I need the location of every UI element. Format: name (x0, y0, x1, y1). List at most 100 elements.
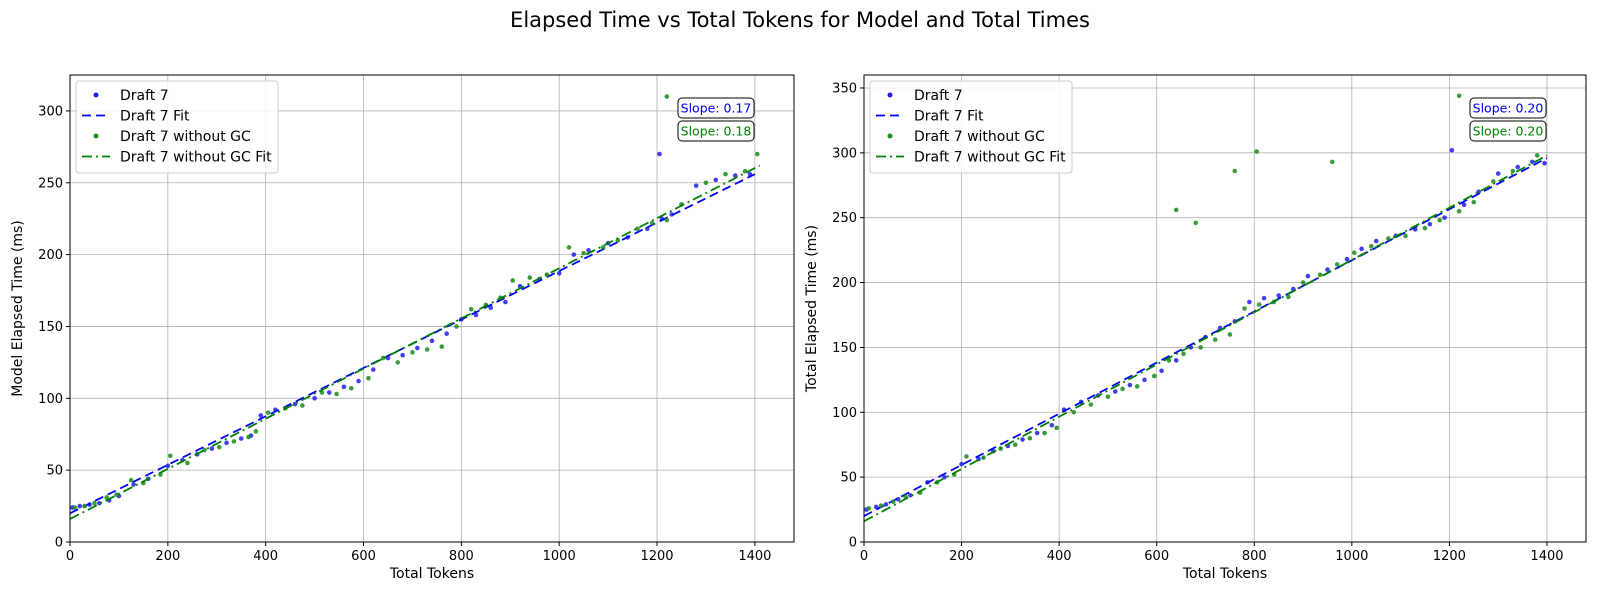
data-point (488, 305, 494, 311)
data-point (104, 495, 109, 500)
legend-marker (887, 133, 893, 139)
data-point (410, 350, 415, 355)
legend-label: Draft 7 without GC Fit (120, 150, 272, 166)
data-point (1510, 168, 1516, 174)
data-point (444, 331, 449, 336)
data-point (571, 252, 577, 257)
data-point (664, 217, 670, 223)
data-point (72, 505, 78, 510)
data-point (1227, 332, 1233, 337)
data-point (167, 453, 173, 459)
data-point (1232, 168, 1238, 174)
legend-label: Draft 7 Fit (914, 109, 984, 125)
data-point (1254, 149, 1260, 154)
x-tick-label: 1400 (738, 549, 771, 564)
x-tick-label: 0 (860, 549, 868, 564)
data-point (424, 347, 430, 352)
data-point (942, 474, 947, 480)
legend-marker (93, 92, 99, 98)
data-point (1256, 302, 1262, 307)
data-point (356, 378, 361, 384)
x-tick-label: 0 (66, 549, 74, 564)
data-point (600, 245, 606, 250)
data-point (1042, 430, 1047, 436)
chart-panel-2: 0 200 400 600 800 1000 1200 1400 0 50 100 150 200 250… (804, 74, 1587, 582)
data-point (657, 151, 662, 157)
data-point (468, 306, 474, 312)
data-point (77, 503, 83, 509)
legend-label: Draft 7 without GC (914, 129, 1045, 145)
data-point (1071, 409, 1077, 415)
annotation-box (677, 97, 755, 119)
data-point (238, 436, 244, 441)
data-point (1471, 199, 1477, 205)
x-tick-label: 400 (253, 549, 278, 564)
data-point (1359, 246, 1364, 252)
data-point (216, 444, 222, 450)
plot-area (70, 94, 761, 520)
data-point (454, 324, 459, 329)
slope-annotation: Slope: 0.17 (677, 97, 755, 119)
y-tick-label: 150 (832, 341, 857, 356)
data-point (366, 375, 371, 381)
data-point (1305, 273, 1311, 279)
data-point (649, 220, 655, 226)
annotation-text: Slope: 0.18 (681, 124, 752, 139)
legend: Draft 7 Draft 7 Fit Draft 7 without GC Draf… (869, 80, 1073, 174)
data-point (1351, 250, 1357, 256)
y-tick-label: 250 (38, 176, 63, 191)
y-tick-label: 300 (832, 146, 857, 161)
x-tick-label: 1200 (1433, 549, 1466, 564)
data-point (635, 226, 640, 232)
data-point (586, 248, 591, 253)
y-tick-label: 200 (38, 248, 63, 263)
data-point (473, 312, 479, 318)
fit-line (70, 164, 761, 520)
chart-panel-1: 0 200 400 600 800 1000 1200 1400 0 50 100 150 200 250… (10, 74, 795, 582)
y-tick-label: 200 (832, 276, 857, 291)
data-point (300, 403, 305, 408)
data-point (1120, 386, 1125, 392)
data-point (231, 439, 237, 444)
legend-label: Draft 7 without GC Fit (914, 150, 1066, 166)
data-point (209, 446, 215, 451)
slope-annotation: Slope: 0.18 (677, 120, 755, 142)
data-point (348, 385, 354, 391)
x-tick-label: 1000 (1335, 549, 1368, 564)
annotation-box (1469, 120, 1547, 142)
data-point (1449, 147, 1455, 153)
data-point (1427, 221, 1433, 227)
data-point (1456, 208, 1462, 214)
legend-box (75, 80, 279, 174)
data-point (128, 477, 134, 483)
data-point (1173, 358, 1179, 363)
data-point (556, 270, 562, 276)
data-point (1491, 179, 1496, 184)
data-point (1198, 345, 1203, 350)
data-point (1134, 384, 1140, 389)
data-point (1325, 267, 1330, 272)
x-tick-label: 1000 (543, 549, 576, 564)
data-point (265, 410, 271, 415)
data-point (1127, 382, 1133, 388)
data-point (253, 429, 259, 434)
data-point (395, 360, 401, 365)
annotation-box (1469, 97, 1547, 119)
x-axis-label: Total Tokens (1182, 566, 1267, 582)
figure-title: Elapsed Time vs Total Tokens for Model a… (510, 8, 1090, 32)
data-point (664, 94, 670, 99)
data-point (1422, 225, 1428, 231)
data-point (1437, 217, 1442, 223)
data-point (1027, 435, 1033, 441)
data-point (1054, 425, 1059, 431)
data-point (1386, 236, 1391, 241)
annotation-box (677, 120, 755, 142)
legend-label: Draft 7 without GC (120, 129, 251, 145)
data-point (1330, 159, 1335, 165)
x-tick-label: 1200 (640, 549, 673, 564)
data-point (1369, 243, 1374, 249)
data-point (1515, 164, 1521, 170)
data-point (1461, 202, 1467, 208)
data-point (503, 299, 508, 305)
